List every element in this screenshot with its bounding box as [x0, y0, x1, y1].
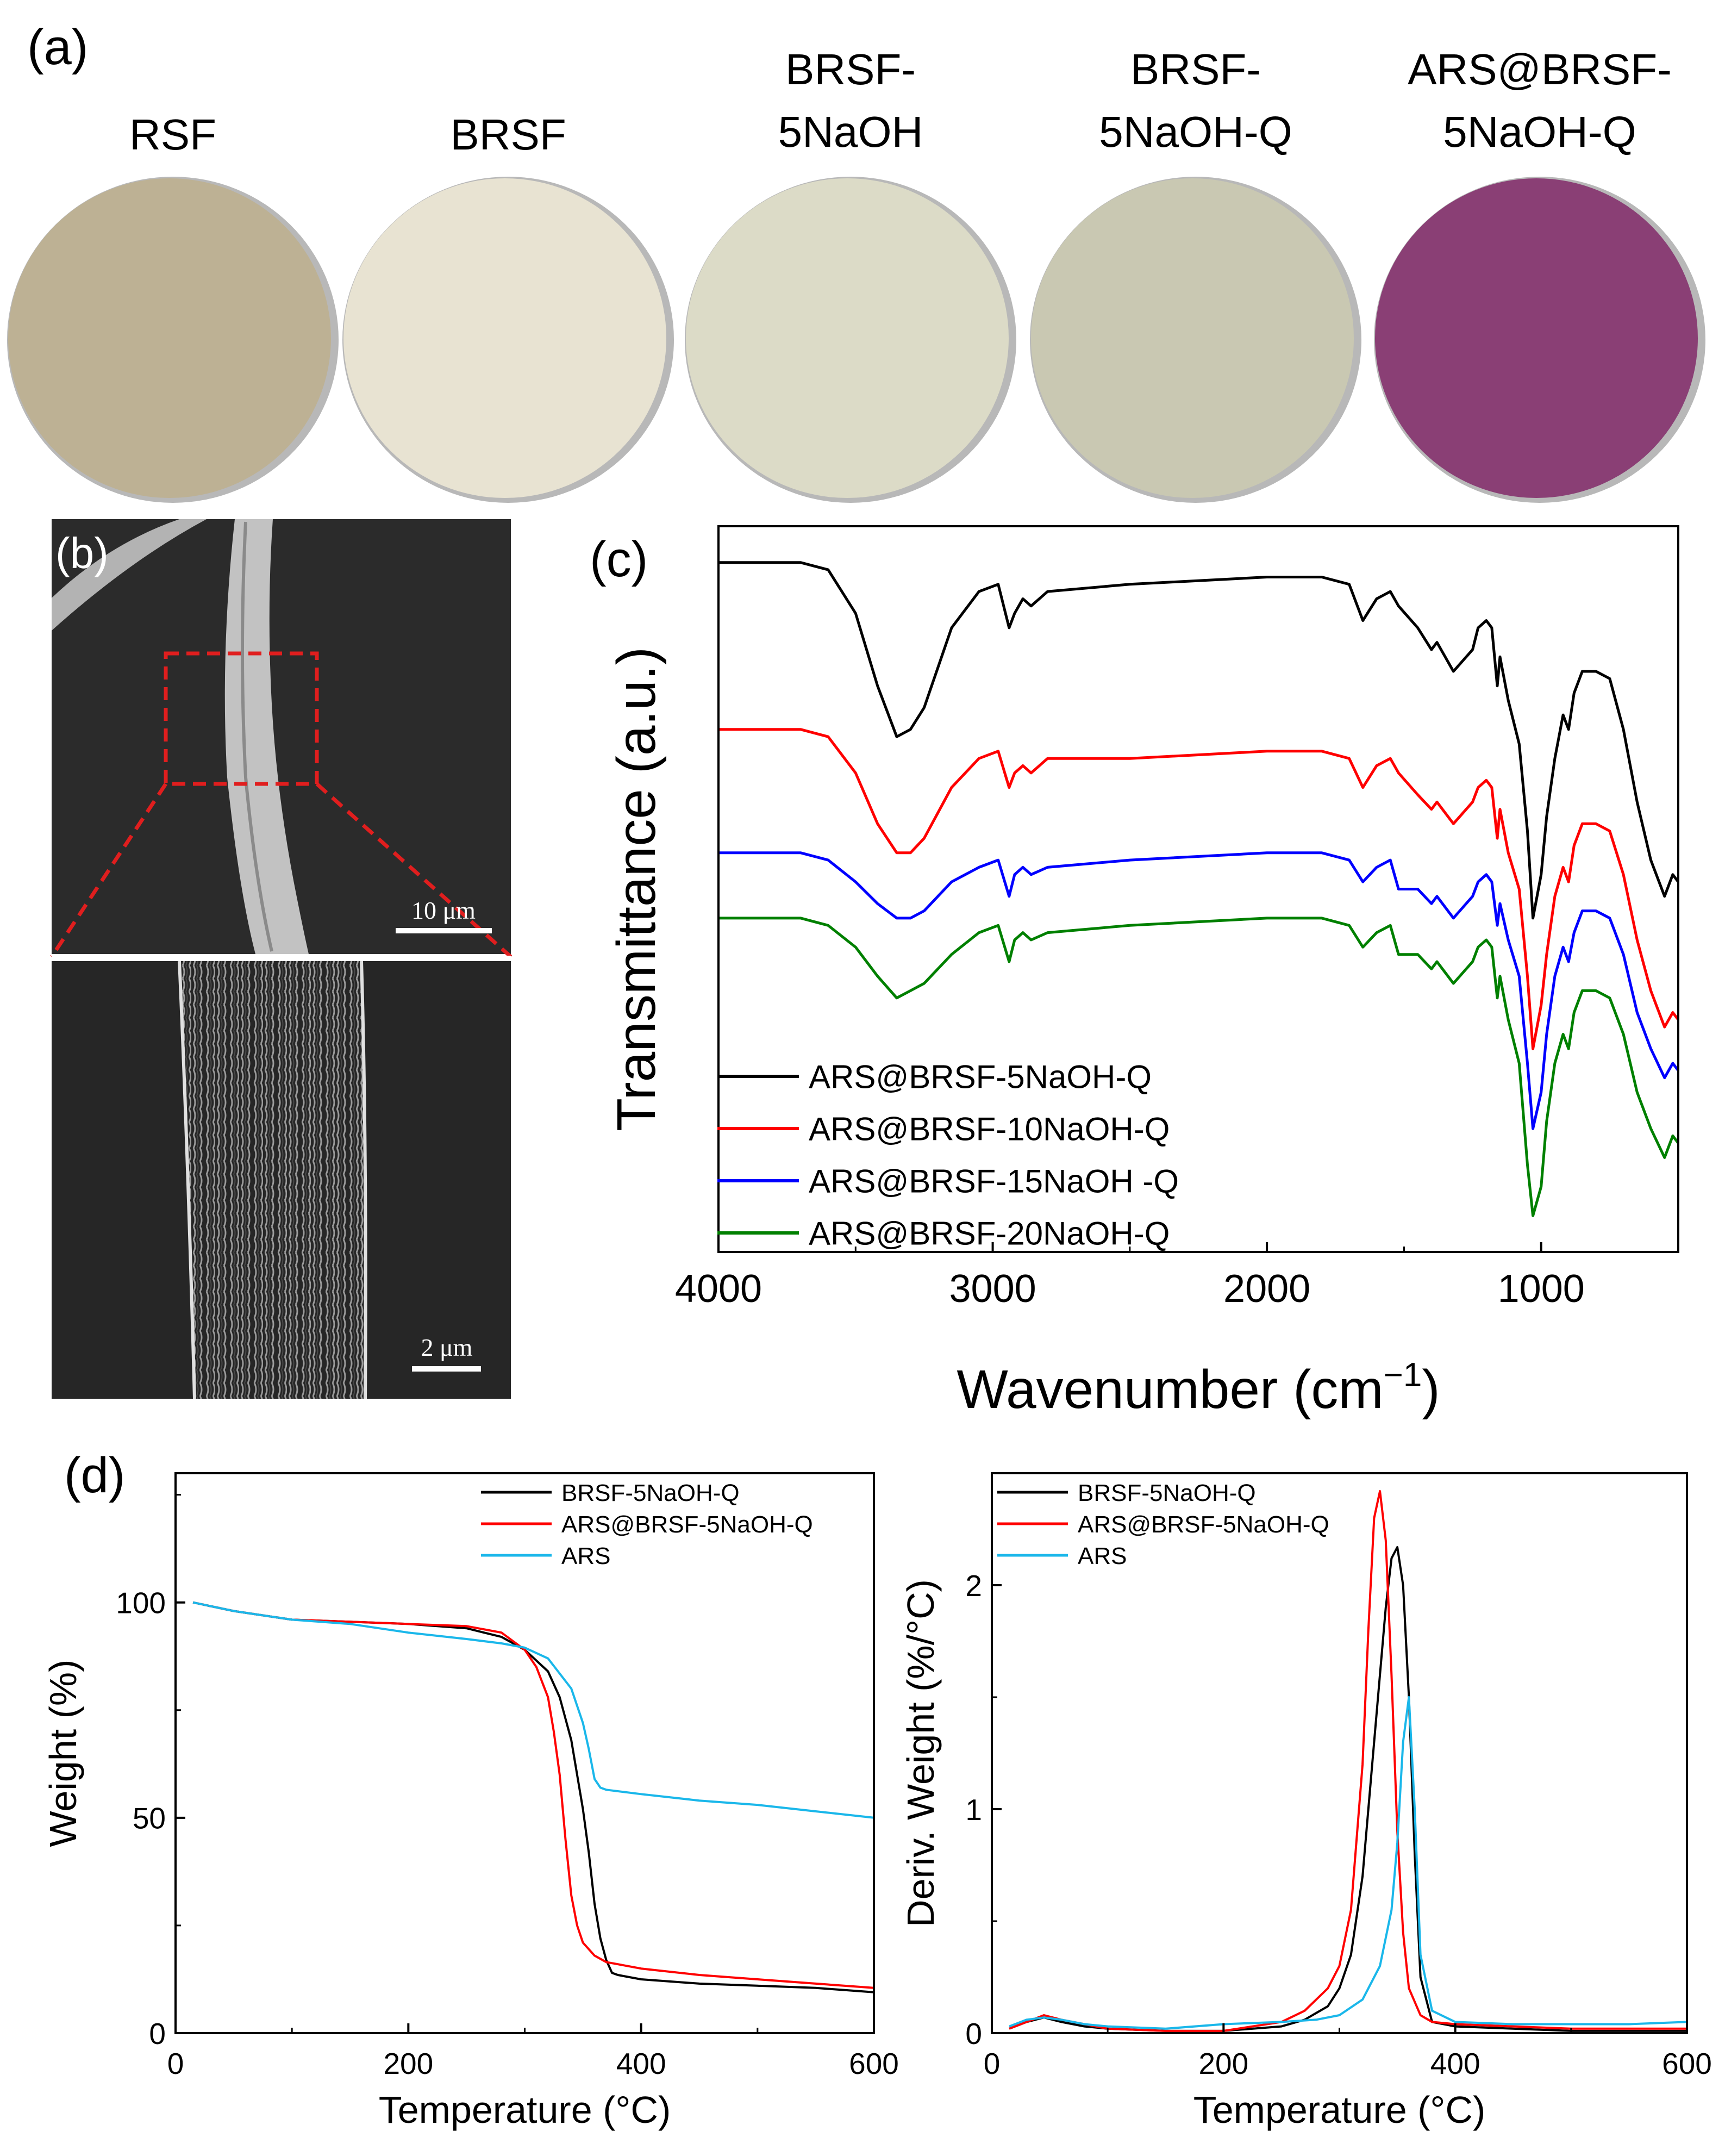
y-axis-label: Transmittance (a.u.)	[606, 647, 667, 1131]
fiber-main	[224, 519, 309, 954]
panel-label-a: (a)	[27, 20, 88, 75]
panel-label-b: (b)	[55, 529, 109, 577]
sample-photo: BRSF- 5NaOH	[685, 45, 1016, 503]
y-tick-label: 50	[133, 1802, 166, 1835]
x-tick-label: 0	[984, 2047, 1001, 2080]
zoom-line-left	[50, 783, 167, 958]
series-line-0	[718, 561, 1679, 920]
tga-chart: 0 200 400 600 0 50 100 Temperature (°C) Weight (…	[42, 1472, 899, 2131]
x-tick-label: 200	[383, 2047, 433, 2080]
ftir-chart: 4000 3000 2000 1000 Wavenumber (cm−1) Transmi…	[606, 525, 1679, 1420]
x-tick-label: 3000	[949, 1267, 1036, 1311]
sample-photo: BRSF- 5NaOH-Q	[1030, 45, 1361, 503]
legend-label: ARS@BRSF-10NaOH-Q	[809, 1111, 1170, 1148]
series-line-2	[192, 1601, 874, 1819]
dtg-chart: 0 200 400 600 0 1 2 Temperature (°C) Deriv. Weig…	[899, 1472, 1712, 2131]
legend-label: ARS@BRSF-5NaOH-Q	[809, 1059, 1152, 1095]
sample-label-line: BRSF	[450, 110, 566, 159]
fiber-zoom	[179, 961, 366, 1399]
series-line-2	[718, 851, 1679, 1130]
sample-label-line: 5NaOH-Q	[1099, 108, 1292, 156]
x-axis-label-text: Temperature (°C)	[1193, 2089, 1486, 2131]
panel-label-c: (c)	[590, 532, 648, 587]
plot-frame	[174, 1472, 875, 2034]
x-axis-label-text: Temperature (°C)	[379, 2089, 671, 2131]
y-tick-label: 2	[965, 1569, 982, 1603]
x-axis-label: Wavenumber (cm−1)	[957, 1356, 1440, 1420]
sample-disc-fill	[8, 178, 331, 498]
sample-disc-fill	[686, 178, 1009, 498]
x-axis-label-sup: −1	[1384, 1356, 1422, 1394]
x-tick-label: 400	[1430, 2047, 1480, 2080]
legend-label: ARS@BRSF-20NaOH-Q	[809, 1216, 1170, 1252]
sample-label-line: BRSF-	[1130, 45, 1261, 94]
sample-photo: RSF	[7, 110, 339, 503]
x-tick-label: 400	[616, 2047, 666, 2080]
sample-disc-fill	[1375, 178, 1698, 498]
sample-label-line: BRSF-	[785, 45, 916, 94]
x-tick-label: 600	[1662, 2047, 1712, 2080]
panel-label-d: (d)	[64, 1448, 125, 1503]
series-line-0	[1009, 1546, 1687, 2032]
x-tick-label: 600	[849, 2047, 899, 2080]
y-axis-label: Deriv. Weight (%/°C)	[899, 1579, 942, 1927]
x-axis-label: Temperature (°C)	[1193, 2089, 1486, 2131]
sample-photo: ARS@BRSF- 5NaOH-Q	[1374, 45, 1705, 503]
sample-label-line: 5NaOH-Q	[1443, 108, 1636, 156]
sample-disc-fill	[343, 178, 666, 498]
x-tick-label: 2000	[1223, 1267, 1310, 1311]
x-axis-label-close: )	[1422, 1359, 1440, 1420]
plot-frame	[717, 525, 1679, 1253]
scale-label-bottom: 2 μm	[421, 1334, 473, 1361]
fiber-left	[52, 519, 207, 631]
y-tick-label: 1	[965, 1793, 982, 1827]
legend-label: ARS@BRSF-5NaOH-Q	[1078, 1511, 1329, 1538]
scale-label-top: 10 μm	[411, 896, 476, 924]
x-tick-label: 4000	[675, 1267, 762, 1311]
y-tick-label: 0	[965, 2017, 982, 2051]
x-tick-label: 200	[1198, 2047, 1248, 2080]
fiber-main-shade	[241, 521, 273, 952]
legend-label: BRSF-5NaOH-Q	[561, 1480, 740, 1506]
x-axis-label-text: Wavenumber (cm	[957, 1359, 1383, 1420]
sample-photo: BRSF	[342, 110, 674, 503]
sample-label-line: RSF	[129, 110, 216, 159]
y-tick-label: 100	[116, 1586, 166, 1619]
y-axis-label: Weight (%)	[42, 1660, 84, 1847]
x-axis-label: Temperature (°C)	[379, 2089, 671, 2131]
series-line-1	[192, 1601, 874, 1989]
zoom-box	[164, 651, 319, 786]
legend-label: ARS@BRSF-5NaOH-Q	[561, 1511, 813, 1538]
legend-label: ARS@BRSF-15NaOH -Q	[809, 1163, 1179, 1200]
series-line-1	[1009, 1490, 1687, 2032]
sample-label-line: 5NaOH	[778, 108, 923, 156]
sample-disc-fill	[1031, 178, 1354, 498]
fiber-zoom-edge	[178, 961, 367, 1399]
x-tick-label: 0	[167, 2047, 184, 2080]
panel-c: (c) 4000 3000 2000 1000 Wavenumber (cm−1) Tra…	[590, 525, 1679, 1420]
legend-label: ARS	[561, 1543, 610, 1569]
legend-label: ARS	[1078, 1543, 1127, 1569]
x-tick-label: 1000	[1498, 1267, 1585, 1311]
series-line-2	[1009, 1696, 1688, 2030]
series-line-1	[718, 728, 1679, 1050]
sample-label-line: ARS@BRSF-	[1408, 45, 1672, 94]
series-line-3	[718, 917, 1679, 1217]
legend-label: BRSF-5NaOH-Q	[1078, 1480, 1256, 1506]
panel-b: 10 μm (b) 2 μm	[50, 519, 512, 1399]
y-tick-label: 0	[149, 2017, 166, 2051]
panel-a: (a) RSF BRSF BRSF- 5NaOH BRSF- 5NaOH-Q A…	[7, 20, 1705, 503]
